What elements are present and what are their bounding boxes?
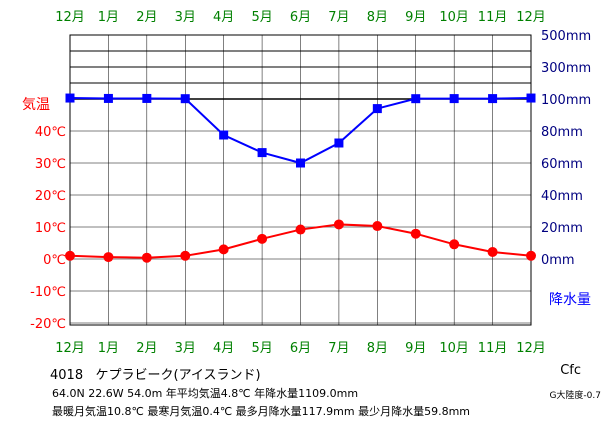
month-label-bottom: 9月 xyxy=(405,341,426,356)
month-label-top: 6月 xyxy=(290,10,311,25)
month-label-bottom: 8月 xyxy=(367,341,388,356)
temperature-point xyxy=(141,252,152,263)
month-label-top: 4月 xyxy=(213,10,234,25)
precipitation-point xyxy=(334,138,344,148)
month-label-bottom: 12月 xyxy=(55,341,85,356)
month-label-bottom: 5月 xyxy=(251,341,272,356)
precipitation-tick-label: 100mm xyxy=(541,93,591,108)
temperature-tick-label: -20℃ xyxy=(30,317,66,332)
month-label-bottom: 7月 xyxy=(328,341,349,356)
temperature-point xyxy=(526,250,536,261)
temperature-point xyxy=(372,221,383,232)
temperature-point xyxy=(65,250,75,261)
station-id: 4018 xyxy=(50,368,84,383)
temperature-tick-label: -10℃ xyxy=(30,285,66,300)
month-label-bottom: 4月 xyxy=(213,341,234,356)
precipitation-tick-label: 60mm xyxy=(541,157,583,172)
month-label-top: 8月 xyxy=(367,10,388,25)
temperature-point xyxy=(410,228,421,239)
precipitation-axis-title: 降水量 xyxy=(549,292,591,308)
precipitation-tick-label: 500mm xyxy=(541,29,591,44)
precipitation-point xyxy=(257,148,267,158)
month-label-bottom: 12月 xyxy=(516,341,546,356)
temperature-point xyxy=(103,252,114,263)
temperature-point xyxy=(218,244,229,255)
precipitation-point xyxy=(526,93,536,103)
precipitation-point xyxy=(180,94,190,104)
climate-class: Cfc xyxy=(560,363,581,378)
temperature-point xyxy=(449,239,460,250)
month-label-bottom: 3月 xyxy=(175,341,196,356)
month-label-top: 12月 xyxy=(55,10,85,25)
precipitation-point xyxy=(142,93,152,103)
plot-frame xyxy=(69,34,532,326)
precipitation-point xyxy=(372,104,382,114)
month-label-top: 7月 xyxy=(328,10,349,25)
precipitation-point xyxy=(219,130,229,140)
station-name: ケプラビーク(アイスランド) xyxy=(95,368,261,383)
chart-series xyxy=(65,93,536,263)
precipitation-tick-label: 40mm xyxy=(541,189,583,204)
month-label-bottom: 2月 xyxy=(136,341,157,356)
climate-continentality: G大陸度-0.7 xyxy=(549,391,601,401)
month-label-top: 9月 xyxy=(405,10,426,25)
month-label-top: 12月 xyxy=(516,10,546,25)
temperature-tick-label: 0℃ xyxy=(43,253,66,268)
stats-line-2: 最暖月気温10.8℃ 最寒月気温0.4℃ 最多月降水量117.9mm 最少月降水… xyxy=(52,405,471,418)
month-label-bottom: 6月 xyxy=(290,341,311,356)
precipitation-point xyxy=(65,93,75,103)
month-label-top: 10月 xyxy=(439,10,469,25)
stats-line-1: 64.0N 22.6W 54.0m 年平均気温4.8℃ 年降水量1109.0mm xyxy=(52,387,359,400)
precipitation-tick-label: 0mm xyxy=(541,253,575,268)
temperature-point xyxy=(257,233,268,244)
temperature-tick-label: 10℃ xyxy=(35,221,66,236)
precipitation-point xyxy=(449,94,459,104)
month-label-top: 1月 xyxy=(98,10,119,25)
month-label-top: 3月 xyxy=(175,10,196,25)
temperature-tick-label: 20℃ xyxy=(35,189,66,204)
precipitation-point xyxy=(103,93,113,103)
temperature-tick-label: 30℃ xyxy=(35,157,66,172)
month-label-top: 5月 xyxy=(251,10,272,25)
precipitation-tick-label: 20mm xyxy=(541,221,583,236)
precipitation-point xyxy=(411,94,421,104)
month-label-bottom: 10月 xyxy=(439,341,469,356)
month-label-bottom: 1月 xyxy=(98,341,119,356)
precipitation-point xyxy=(488,94,498,104)
precipitation-tick-label: 80mm xyxy=(541,125,583,140)
month-label-top: 2月 xyxy=(136,10,157,25)
precipitation-tick-label: 300mm xyxy=(541,61,591,76)
station-line: 4018 ケプラビーク(アイスランド) xyxy=(50,364,261,383)
temperature-axis-title: 気温 xyxy=(22,97,50,113)
precipitation-point xyxy=(296,158,305,168)
month-label-top: 11月 xyxy=(478,10,508,25)
temperature-point xyxy=(295,224,306,235)
chart-labels: 12月 12月 1月 1月 2月 2月 3月 3月 4月 4月 5月 5月 6月 6月 7月 7月 8月 8月 9月… xyxy=(22,10,591,356)
temperature-point xyxy=(487,246,498,257)
temperature-point xyxy=(333,219,344,230)
month-label-bottom: 11月 xyxy=(478,341,508,356)
temperature-tick-label: 40℃ xyxy=(35,125,66,140)
temperature-point xyxy=(180,250,191,261)
chart-grid xyxy=(69,34,532,326)
